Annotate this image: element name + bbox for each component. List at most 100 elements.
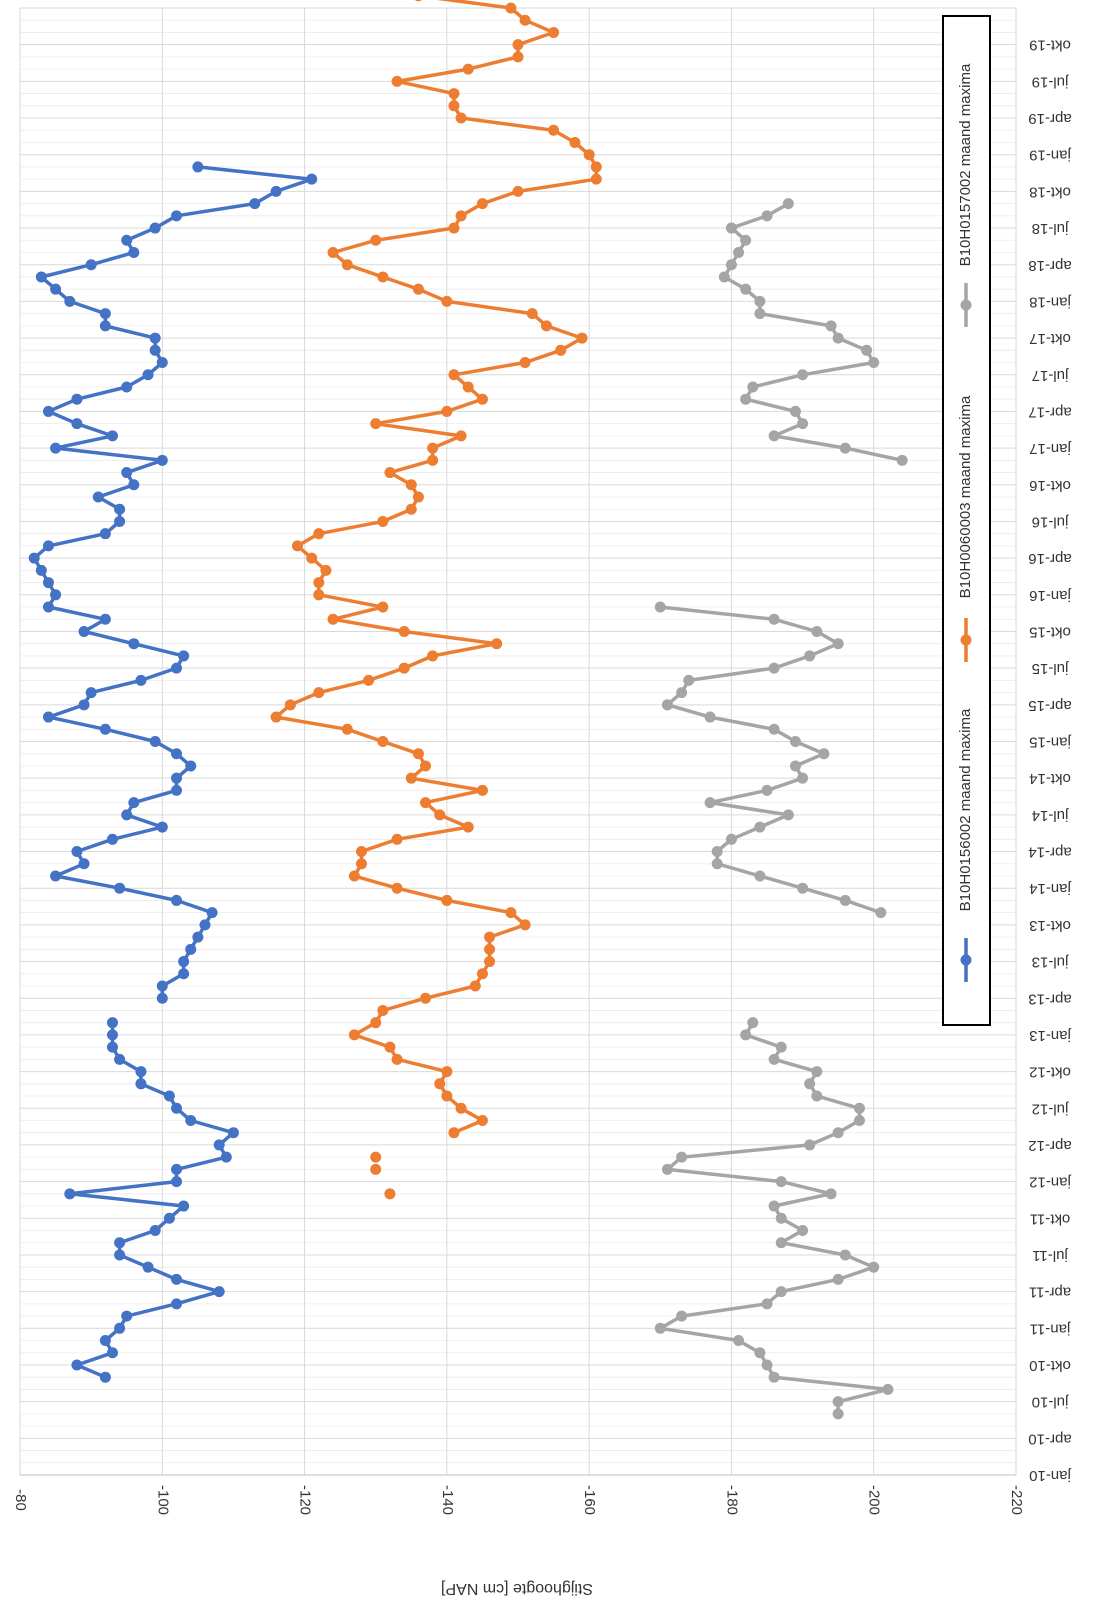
data-point: [171, 894, 183, 906]
data-point: [484, 943, 496, 955]
data-point: [35, 271, 47, 283]
data-point: [825, 1188, 837, 1200]
data-point: [733, 1335, 745, 1347]
data-point: [868, 1261, 880, 1273]
data-point: [576, 332, 588, 344]
time-tick-label: jul-17: [1032, 367, 1070, 384]
data-point: [142, 1261, 154, 1273]
data-point: [484, 956, 496, 968]
data-point: [747, 381, 759, 393]
time-tick-label: apr-18: [1028, 257, 1071, 274]
data-point: [476, 1114, 488, 1126]
data-point: [28, 552, 40, 564]
legend-marker: [960, 954, 972, 966]
data-point: [420, 992, 432, 1004]
data-point: [306, 552, 318, 564]
data-point: [114, 1237, 126, 1249]
data-point: [171, 1298, 183, 1310]
data-point: [178, 968, 190, 980]
data-point: [114, 882, 126, 894]
data-point: [121, 1310, 133, 1322]
value-tick-label: -80: [12, 1489, 29, 1511]
data-point: [71, 1359, 83, 1371]
data-point: [313, 528, 325, 540]
data-point: [405, 479, 417, 491]
data-point: [704, 711, 716, 723]
legend-marker: [960, 634, 972, 646]
data-point: [78, 625, 90, 637]
data-point: [476, 784, 488, 796]
data-point: [370, 234, 382, 246]
data-point: [114, 1249, 126, 1261]
data-point: [50, 589, 62, 601]
legend-label: B10H0157002 maand maxima: [957, 63, 974, 266]
data-point: [377, 736, 389, 747]
data-point: [420, 797, 432, 809]
data-point: [775, 1286, 787, 1298]
data-point: [78, 858, 90, 870]
data-point: [341, 723, 353, 735]
data-point: [163, 1212, 175, 1224]
y-axis-ticks: -80 -100 -120 -140 -160 -180 -200 -220: [12, 1485, 1025, 1515]
data-point: [42, 540, 54, 552]
data-point: [896, 454, 908, 466]
time-tick-label: jul-10: [1032, 1394, 1070, 1411]
data-point: [171, 1102, 183, 1114]
time-tick-label: okt-16: [1029, 477, 1071, 494]
data-point: [797, 418, 809, 430]
data-point: [320, 564, 332, 576]
data-point: [832, 1127, 844, 1139]
time-tick-label: apr-12: [1028, 1137, 1071, 1154]
data-point: [50, 870, 62, 882]
data-point: [740, 234, 752, 246]
data-point: [106, 1347, 118, 1359]
data-point: [171, 1163, 183, 1175]
time-tick-label: apr-16: [1028, 550, 1071, 567]
data-point: [355, 846, 367, 858]
data-point: [384, 1188, 396, 1200]
data-point: [754, 870, 766, 882]
time-tick-label: jul-19: [1032, 73, 1070, 90]
data-point: [121, 467, 133, 479]
time-tick-label: apr-15: [1028, 697, 1071, 714]
data-point: [740, 283, 752, 295]
data-point: [355, 858, 367, 870]
data-point: [491, 638, 503, 650]
data-point: [121, 381, 133, 393]
time-tick-label: jul-16: [1032, 513, 1070, 530]
data-point: [114, 1322, 126, 1334]
data-point: [99, 613, 111, 625]
data-point: [199, 919, 211, 931]
data-point: [683, 674, 695, 686]
data-point: [427, 650, 439, 662]
data-point: [135, 1078, 147, 1090]
value-tick-label: -120: [297, 1485, 314, 1515]
data-point: [149, 222, 161, 234]
data-point: [448, 88, 460, 100]
data-point: [370, 1017, 382, 1029]
data-point: [476, 198, 488, 210]
data-point: [50, 283, 62, 295]
time-tick-label: jul-14: [1032, 807, 1070, 824]
data-point: [519, 357, 531, 369]
data-point: [654, 1322, 666, 1334]
data-point: [377, 515, 389, 527]
time-tick-label: okt-17: [1029, 330, 1071, 347]
data-point: [171, 1176, 183, 1188]
data-point: [882, 1383, 894, 1395]
grid: [19, 7, 1017, 1476]
data-point: [149, 736, 161, 747]
data-point: [832, 332, 844, 344]
data-point: [455, 430, 467, 442]
data-point: [761, 784, 773, 796]
data-point: [676, 1151, 688, 1163]
data-point: [106, 430, 118, 442]
data-point: [128, 247, 140, 258]
data-point: [42, 711, 54, 723]
data-point: [384, 1041, 396, 1053]
data-point: [818, 748, 830, 760]
data-point: [341, 259, 353, 271]
data-point: [171, 662, 183, 674]
data-point: [85, 259, 97, 271]
data-point: [227, 1127, 239, 1139]
